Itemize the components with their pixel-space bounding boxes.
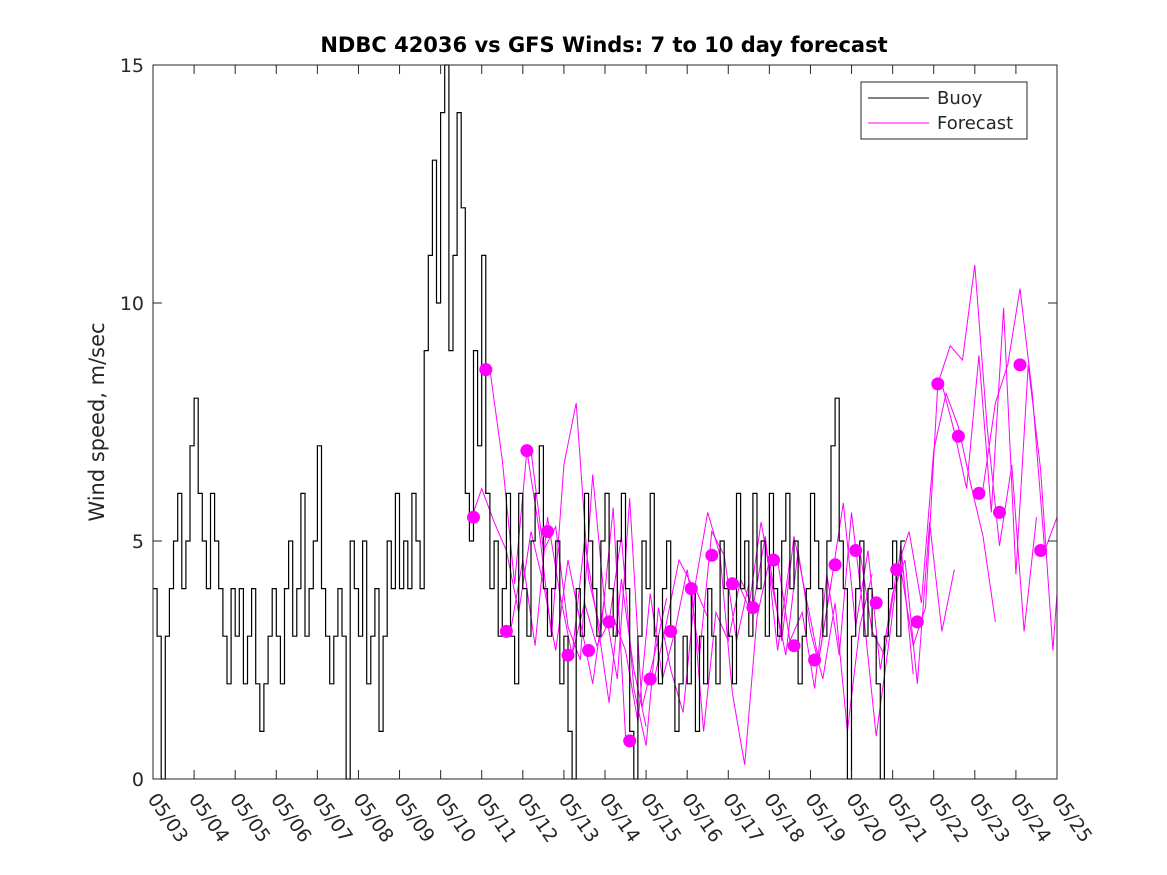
x-tick-label: 05/17 [718,789,767,846]
x-tick-label: 05/10 [431,789,480,846]
legend-forecast-label: Forecast [937,113,1013,134]
forecast-marker [623,734,637,748]
forecast-run-line [818,502,955,684]
forecast-marker [746,601,760,615]
x-tick-label: 05/05 [225,789,274,846]
y-tick-label: 5 [132,531,144,553]
forecast-marker [808,653,822,667]
x-tick-label: 05/20 [841,789,890,846]
x-tick-label: 05/21 [883,789,932,846]
forecast-marker [910,615,924,629]
forecast-run-line [571,536,709,746]
x-tick-label: 05/03 [143,789,192,846]
forecast-marker [467,510,480,524]
forecast-marker [951,429,965,443]
forecast-marker [869,596,883,610]
forecast-marker [643,672,657,686]
y-tick-label: 10 [120,293,144,315]
buoy-line [153,64,905,780]
x-tick-label: 05/13 [554,789,603,846]
x-tick-label: 05/15 [636,789,685,846]
forecast-marker [684,582,698,596]
forecast-run-line [777,512,914,737]
forecast-run-line [736,521,873,732]
x-tick-label: 05/11 [472,789,521,846]
chart-title: NDBC 42036 vs GFS Winds: 7 to 10 day for… [320,33,887,57]
y-tick-label: 15 [120,55,144,77]
forecast-marker [787,639,801,653]
buoy-series [153,64,905,780]
forecast-marker [479,363,493,377]
x-tick-label: 05/25 [1047,789,1096,846]
forecast-marker [1013,358,1027,372]
forecast-marker [602,615,616,629]
x-tick-label: 05/19 [800,789,849,846]
forecast-marker [890,563,904,577]
forecast-marker [705,548,719,562]
y-axis-label: Wind speed, m/sec [85,322,109,521]
forecast-marker [1034,544,1048,557]
legend: Buoy Forecast [860,81,1028,140]
forecast-marker [664,624,678,638]
x-tick-label: 05/23 [965,789,1014,846]
x-tick-label: 05/18 [759,789,808,846]
forecast-marker [828,558,842,572]
forecast-markers [467,358,1048,748]
x-tick-label: 05/14 [595,789,644,846]
x-tick-label: 05/09 [389,789,438,846]
y-tick-label: 0 [132,769,144,791]
forecast-marker [767,553,780,567]
forecast-marker [993,505,1006,519]
forecast-marker [520,444,534,458]
forecast-marker [582,644,596,657]
x-tick-label: 05/07 [307,789,356,846]
x-tick-label: 05/22 [924,789,973,846]
forecast-marker [541,525,554,538]
forecast-marker [561,648,575,662]
forecast-run-line [694,512,832,765]
forecast-marker [725,577,739,591]
x-tick-label: 05/04 [184,789,233,846]
forecast-marker [499,624,513,638]
forecast-run-line [941,307,1058,651]
forecast-marker [931,377,945,391]
forecast-series [473,264,1058,765]
legend-buoy-label: Buoy [937,88,983,109]
forecast-marker [849,544,863,557]
forecast-run-line [900,264,1037,646]
x-tick-label: 05/24 [1006,789,1055,846]
forecast-run-line [489,369,626,737]
plot-area [153,65,1057,779]
legend-box [860,81,1028,140]
forecast-marker [972,486,986,500]
forecast-run-line [612,529,750,722]
x-tick-label: 05/08 [348,789,397,846]
x-tick-label: 05/06 [266,789,315,846]
y-axis: 0 5 10 15 [120,55,1057,791]
x-tick-label: 05/12 [513,789,562,846]
x-tick-label: 05/16 [677,789,726,846]
